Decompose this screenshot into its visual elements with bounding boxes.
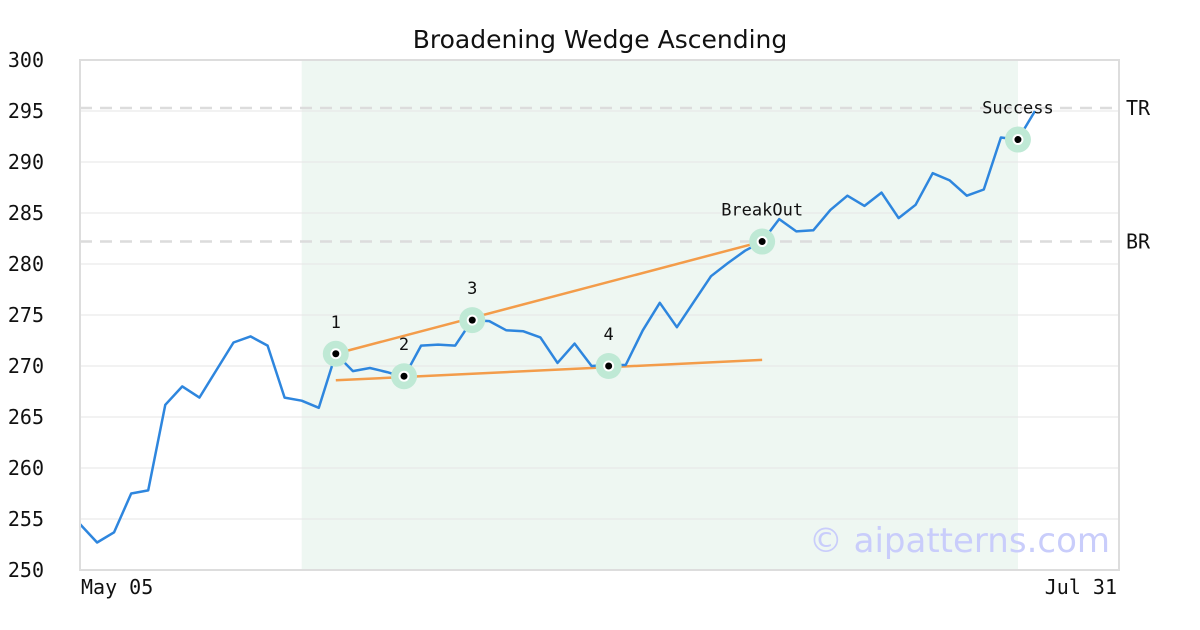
y-tick-label: 260 xyxy=(8,456,44,480)
point-marker xyxy=(468,316,476,324)
chart-title: Broadening Wedge Ascending xyxy=(413,25,788,54)
y-tick-label: 265 xyxy=(8,405,44,429)
point-label: BreakOut xyxy=(721,201,803,221)
y-tick-label: 285 xyxy=(8,201,44,225)
point-label: 1 xyxy=(331,313,341,333)
pattern-points: 1 2 3 4 BreakOut Success xyxy=(322,99,1054,390)
y-tick-label: 255 xyxy=(8,507,44,531)
point-marker xyxy=(332,350,340,358)
x-end-label: Jul 31 xyxy=(1045,575,1117,599)
point-label: 3 xyxy=(467,279,477,299)
point-label: Success xyxy=(982,99,1054,119)
reference-line-label: TR xyxy=(1126,96,1151,120)
y-tick-label: 280 xyxy=(8,252,44,276)
point-marker xyxy=(605,362,613,370)
point-marker xyxy=(758,238,766,246)
point-marker xyxy=(1014,136,1022,144)
watermark: © aipatterns.com xyxy=(809,521,1110,561)
y-tick-label: 290 xyxy=(8,150,44,174)
reference-lines: TR BR xyxy=(80,96,1151,254)
reference-line-label: BR xyxy=(1126,230,1151,254)
point-label: 4 xyxy=(604,325,614,345)
y-tick-label: 295 xyxy=(8,99,44,123)
trendline xyxy=(335,240,763,355)
price-line xyxy=(79,110,1037,544)
point-label: 2 xyxy=(399,335,409,355)
y-tick-label: 270 xyxy=(8,354,44,378)
x-start-label: May 05 xyxy=(81,575,153,599)
y-tick-label: 275 xyxy=(8,303,44,327)
point-marker xyxy=(400,372,408,380)
y-tick-label: 250 xyxy=(8,558,44,582)
y-tick-label: 300 xyxy=(8,48,44,72)
plot-frame xyxy=(79,59,1120,571)
y-axis-ticks: 250 255 260 265 270 275 280 285 290 295 300 xyxy=(8,48,44,582)
